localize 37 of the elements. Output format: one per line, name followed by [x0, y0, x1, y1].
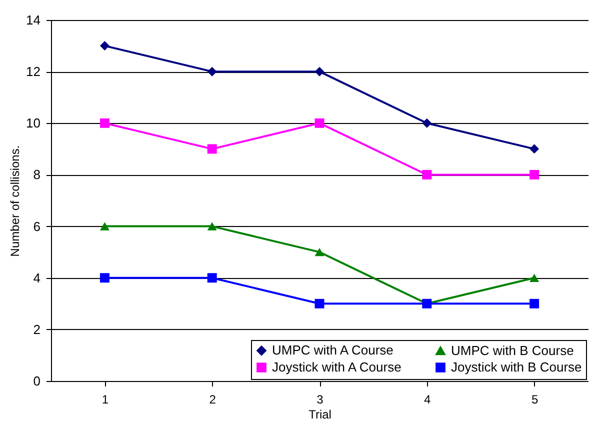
y-tick-label: 2 — [33, 322, 40, 337]
y-tick-label: 8 — [33, 167, 40, 182]
point — [314, 298, 324, 308]
point — [530, 144, 540, 154]
point — [530, 298, 540, 308]
y-tick-label: 6 — [33, 218, 40, 234]
legend-label: UMPC with B Course — [451, 342, 574, 358]
y-tick-label: 14 — [26, 12, 40, 28]
x-tick-label: 3 — [316, 392, 324, 406]
y-tick-label: 10 — [26, 116, 40, 131]
y-axis-title: Number of collisions. — [8, 145, 22, 257]
y-tick-label: 0 — [33, 374, 40, 388]
y-tick-label: 12 — [26, 64, 40, 80]
point — [207, 273, 217, 283]
point — [100, 41, 110, 51]
x-tick-label: 4 — [424, 392, 432, 406]
point — [207, 66, 217, 76]
point — [207, 144, 217, 154]
point — [100, 222, 110, 230]
x-axis-title: Trial — [308, 408, 332, 422]
point — [314, 248, 324, 256]
point — [314, 118, 324, 128]
x-tick-label: 5 — [531, 392, 538, 406]
point — [207, 222, 217, 230]
point — [422, 170, 432, 180]
legend-label: Joystick with B Course — [451, 360, 582, 374]
point — [530, 274, 540, 282]
point — [100, 273, 110, 283]
x-tick-label: 2 — [209, 392, 216, 406]
point — [100, 118, 110, 128]
x-tick-label: 1 — [102, 392, 109, 406]
legend-label: Joystick with A Course — [272, 360, 402, 374]
point — [314, 66, 324, 76]
y-tick-label: 4 — [33, 270, 40, 286]
point — [530, 170, 540, 180]
legend-label: UMPC with A Course — [272, 342, 394, 358]
point — [422, 118, 432, 128]
